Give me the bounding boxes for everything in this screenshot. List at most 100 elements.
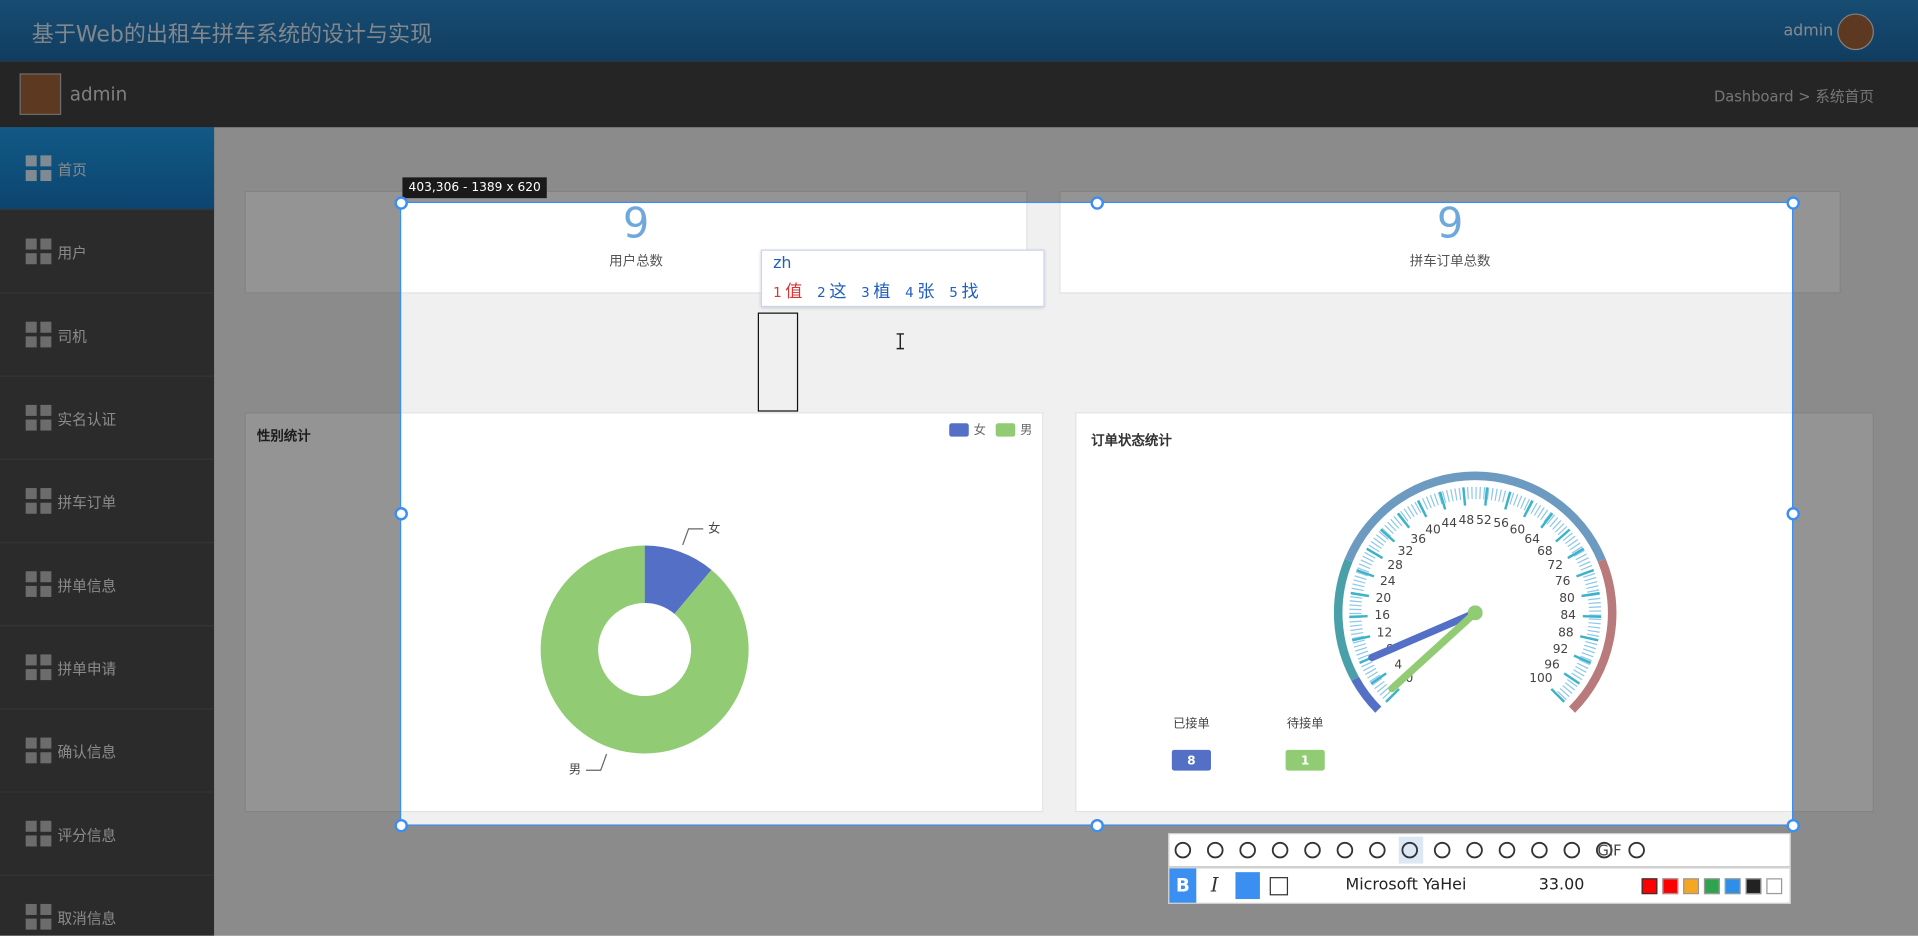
- candidate-key[interactable]: 2: [817, 285, 826, 301]
- nav-label[interactable]: 首页: [57, 161, 87, 179]
- nav-item[interactable]: 拼单信息: [0, 543, 215, 627]
- tool-icon[interactable]: [1563, 841, 1581, 859]
- stat-value: 9: [622, 199, 650, 249]
- tool-icon[interactable]: [1239, 841, 1256, 859]
- nav-label[interactable]: 评分信息: [57, 826, 117, 845]
- resize-handle[interactable]: [394, 196, 408, 210]
- nav-item[interactable]: 取消信息: [0, 876, 214, 936]
- sidebar: 首页用户司机实名认证拼车订单拼单信息拼单申请确认信息评分信息取消信息: [0, 127, 215, 936]
- icon-part: [25, 654, 37, 666]
- color-swatch[interactable]: [1662, 878, 1679, 895]
- tool-icon[interactable]: [1628, 841, 1645, 859]
- avatar[interactable]: [1837, 13, 1874, 51]
- color-swatch[interactable]: [1683, 878, 1700, 895]
- nav-label[interactable]: 实名认证: [57, 410, 117, 429]
- resize-handle[interactable]: [1786, 818, 1800, 833]
- breadcrumb[interactable]: Dashboard > 系统首页: [1713, 88, 1874, 106]
- icon-part: [25, 669, 37, 681]
- fill-button[interactable]: [1269, 877, 1289, 896]
- tool-icon[interactable]: [1595, 841, 1613, 859]
- nav-item[interactable]: 评分信息: [0, 793, 215, 876]
- gauge-tick-label: 48: [1459, 513, 1475, 527]
- resize-handle[interactable]: [394, 818, 408, 833]
- gauge-tick-label: 88: [1558, 626, 1574, 640]
- nav-item[interactable]: 司机: [0, 294, 215, 377]
- resize-handle[interactable]: [1090, 196, 1104, 210]
- candidate-key[interactable]: 4: [905, 285, 914, 301]
- color-swatch[interactable]: [1745, 878, 1762, 895]
- candidate-text[interactable]: 找: [961, 282, 979, 303]
- nav-item[interactable]: 用户: [0, 210, 215, 294]
- tool-icon[interactable]: [1336, 841, 1354, 859]
- candidate-key[interactable]: 3: [861, 285, 870, 301]
- tool-icon[interactable]: [1304, 841, 1321, 859]
- nav-label[interactable]: 拼车订单: [57, 494, 117, 512]
- color-swatch[interactable]: [1641, 878, 1658, 895]
- stroke-button[interactable]: [1235, 872, 1260, 900]
- italic-button[interactable]: I: [1210, 873, 1219, 897]
- nav-icon: [25, 488, 52, 514]
- candidate-key[interactable]: 1: [773, 285, 782, 301]
- color-swatch[interactable]: [1766, 878, 1783, 895]
- font-size[interactable]: 33.00: [1538, 875, 1585, 895]
- nav-label[interactable]: 司机: [57, 327, 87, 345]
- icon-part: [25, 170, 37, 182]
- icon-part: [40, 585, 52, 597]
- nav-item[interactable]: 确认信息: [0, 709, 215, 793]
- gauge-tick-label: 44: [1441, 516, 1457, 530]
- gauge-tick-label: 56: [1493, 516, 1509, 530]
- nav-label[interactable]: 确认信息: [57, 743, 117, 761]
- header-user[interactable]: admin: [1783, 22, 1834, 41]
- tool-icon[interactable]: [1174, 841, 1192, 859]
- icon-part: [25, 155, 37, 167]
- gauge-tick: [1573, 654, 1592, 664]
- icon-part: [40, 170, 52, 182]
- nav-item[interactable]: 实名认证: [0, 377, 215, 460]
- gif-button[interactable]: GIF: [1598, 842, 1622, 859]
- resize-handle[interactable]: [394, 507, 408, 521]
- stat-label: 拼车订单总数: [1409, 253, 1491, 270]
- gauge-tick-label: 28: [1387, 558, 1403, 572]
- tool-icon[interactable]: [1433, 841, 1451, 859]
- legend-label: 男: [1020, 423, 1032, 437]
- nav-label[interactable]: 拼单申请: [57, 660, 117, 678]
- tool-icon[interactable]: [1271, 841, 1289, 859]
- color-swatch[interactable]: [1703, 878, 1720, 895]
- color-swatch[interactable]: [1724, 878, 1741, 895]
- resize-handle[interactable]: [1090, 818, 1104, 833]
- nav-label[interactable]: 取消信息: [57, 910, 117, 928]
- nav-item[interactable]: 拼车订单: [0, 460, 215, 544]
- tool-icon[interactable]: [1207, 841, 1224, 859]
- tool-icon[interactable]: [1401, 841, 1419, 859]
- tool-icon[interactable]: [1466, 841, 1483, 859]
- candidate-text[interactable]: 植: [873, 282, 891, 303]
- candidate-text[interactable]: 值: [785, 282, 803, 303]
- gauge-tick: [1555, 528, 1571, 543]
- tool-icon[interactable]: [1498, 841, 1516, 859]
- gauge-tick-label: 84: [1560, 608, 1576, 622]
- gauge-tick: [1504, 491, 1512, 510]
- tool-icon[interactable]: [1531, 841, 1548, 859]
- candidate-text[interactable]: 这: [829, 282, 847, 303]
- nav-label[interactable]: 用户: [57, 244, 87, 262]
- candidate-key[interactable]: 5: [949, 285, 958, 301]
- nav-icon: [25, 571, 52, 597]
- gauge-tick: [1397, 512, 1411, 529]
- resize-handle[interactable]: [1786, 507, 1800, 521]
- bold-button[interactable]: B: [1169, 868, 1197, 903]
- gauge-tick-label: 80: [1559, 591, 1575, 605]
- nav-item[interactable]: 首页: [0, 127, 215, 211]
- resize-handle[interactable]: [1786, 196, 1800, 210]
- tool-icon[interactable]: [1369, 841, 1386, 859]
- candidate-text[interactable]: 张: [917, 282, 935, 303]
- font-name[interactable]: Microsoft YaHei: [1345, 875, 1467, 895]
- nav-item[interactable]: 拼单申请: [0, 626, 215, 710]
- nav-label[interactable]: 拼单信息: [57, 577, 117, 595]
- nav-icon: [25, 903, 52, 930]
